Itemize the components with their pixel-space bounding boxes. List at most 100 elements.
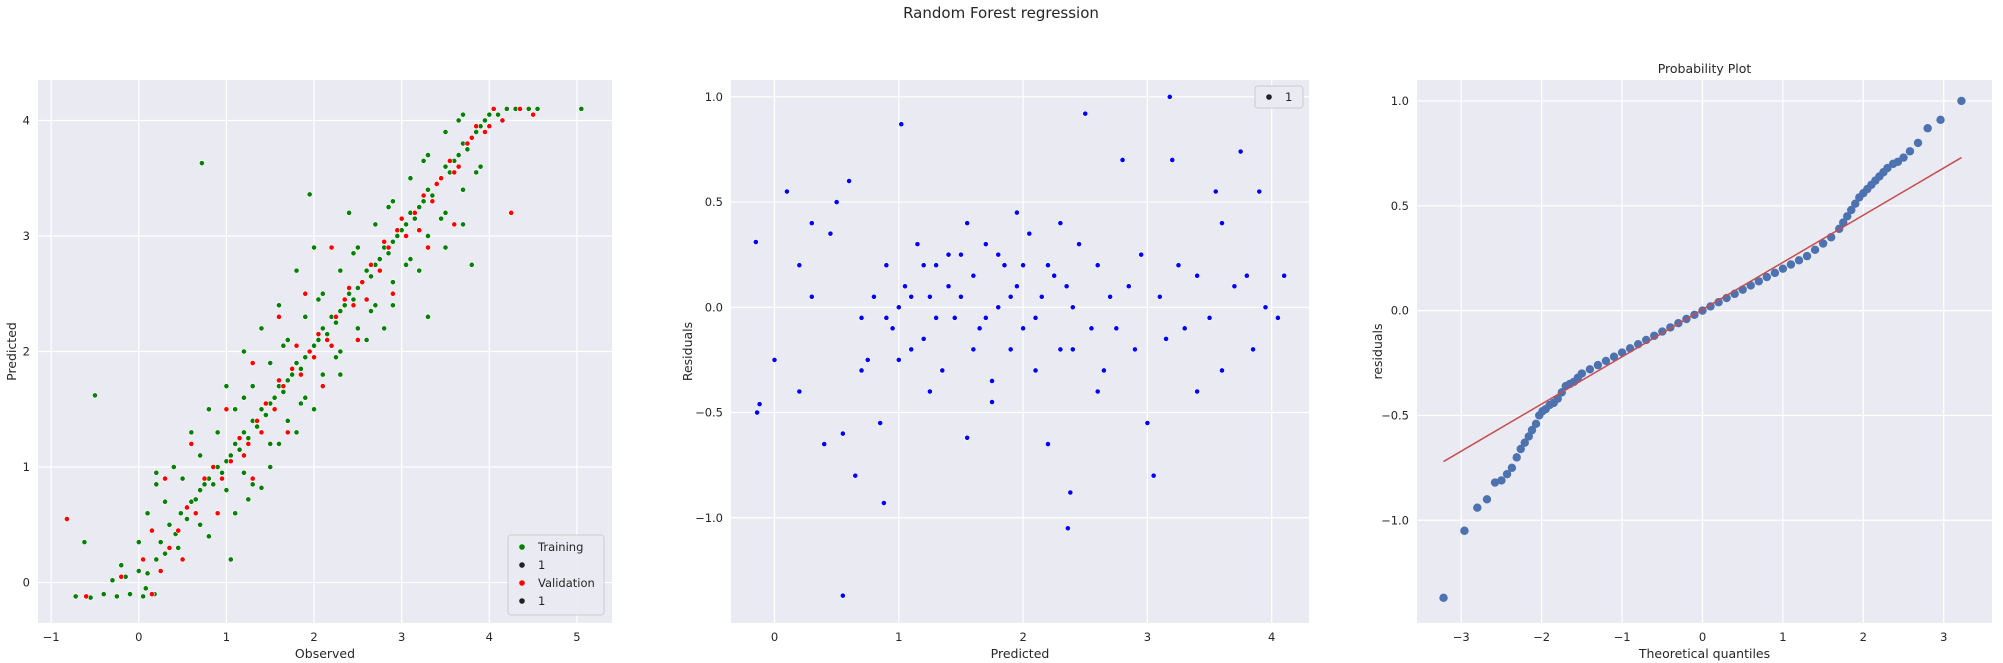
data-point xyxy=(1057,346,1064,353)
x-tick-label: 2 xyxy=(1860,630,1867,644)
data-point xyxy=(989,378,995,384)
data-point xyxy=(289,365,296,372)
data-point xyxy=(1082,110,1089,117)
data-point xyxy=(442,244,449,251)
data-point xyxy=(1754,277,1763,286)
data-point xyxy=(490,105,497,112)
x-tick-label: 3 xyxy=(398,630,405,644)
data-point xyxy=(1013,283,1020,290)
data-point xyxy=(192,496,199,503)
y-axis-label: residuals xyxy=(1370,323,1385,379)
data-point xyxy=(1001,262,1008,269)
x-tick-label: 1 xyxy=(223,630,230,644)
data-point xyxy=(271,394,278,401)
data-point xyxy=(486,123,493,130)
data-point xyxy=(197,521,204,528)
data-point xyxy=(1802,251,1812,261)
y-tick-label: 0.0 xyxy=(1391,304,1409,318)
data-point xyxy=(249,475,256,482)
data-point xyxy=(1839,218,1848,227)
data-point xyxy=(871,293,877,300)
data-point xyxy=(166,545,173,551)
data-point xyxy=(898,121,905,128)
data-point xyxy=(982,241,989,248)
data-point xyxy=(411,209,418,216)
data-point xyxy=(170,464,177,470)
data-point xyxy=(1212,188,1219,195)
data-point xyxy=(184,516,190,522)
data-point xyxy=(945,251,952,258)
data-point xyxy=(1237,148,1244,155)
data-point xyxy=(144,570,151,577)
data-point xyxy=(1281,272,1288,279)
data-point xyxy=(976,325,983,332)
data-point xyxy=(118,573,125,580)
data-point xyxy=(354,244,361,251)
data-point xyxy=(534,105,541,112)
data-point xyxy=(157,568,164,574)
data-point xyxy=(958,251,964,258)
data-point xyxy=(324,337,331,343)
data-point xyxy=(1038,293,1045,300)
data-point xyxy=(144,510,151,517)
data-point xyxy=(223,406,230,413)
data-point xyxy=(1502,469,1512,479)
x-tick-label: 4 xyxy=(1268,630,1275,644)
x-tick-label: 0 xyxy=(771,630,778,644)
data-point xyxy=(1094,262,1101,269)
x-axis-label: Predicted xyxy=(991,646,1050,661)
y-axis-label: Predicted xyxy=(4,322,19,381)
data-point xyxy=(877,420,884,426)
legend-marker xyxy=(1266,94,1272,100)
data-point xyxy=(1119,157,1126,163)
data-point xyxy=(184,504,190,511)
data-point xyxy=(446,157,453,164)
legend-marker xyxy=(519,598,525,604)
data-point xyxy=(219,469,225,476)
legend: Training 1 Validation 1 xyxy=(507,534,605,616)
data-point xyxy=(1601,356,1611,366)
data-point xyxy=(280,383,287,390)
y-tick-label: 1.0 xyxy=(1391,94,1409,108)
data-point xyxy=(989,399,995,405)
legend-label: 1 xyxy=(538,558,545,572)
data-point xyxy=(482,129,488,135)
data-point xyxy=(970,272,977,279)
data-point xyxy=(219,475,225,482)
data-point xyxy=(385,244,392,251)
data-point xyxy=(1843,212,1852,221)
data-point xyxy=(1007,293,1014,300)
data-point xyxy=(858,314,865,321)
data-point xyxy=(315,337,322,343)
y-tick-label: 3 xyxy=(23,229,30,243)
data-point xyxy=(477,163,484,170)
data-point xyxy=(425,244,431,251)
data-point xyxy=(425,152,431,158)
data-point xyxy=(902,283,908,290)
data-point xyxy=(394,233,401,239)
data-point xyxy=(1020,325,1027,332)
data-point xyxy=(363,337,370,343)
x-tick-label: 0 xyxy=(135,630,142,644)
data-point xyxy=(1516,444,1525,454)
data-point xyxy=(166,521,173,528)
data-point xyxy=(153,481,160,488)
data-point xyxy=(1913,138,1923,148)
legend-marker xyxy=(519,544,525,550)
data-point xyxy=(1818,239,1828,248)
data-point xyxy=(1617,348,1627,357)
data-point xyxy=(964,434,971,441)
data-point xyxy=(1219,367,1225,374)
data-point xyxy=(267,360,274,366)
data-point xyxy=(438,215,445,222)
x-tick-label: −1 xyxy=(43,630,60,644)
data-point xyxy=(341,302,348,309)
x-tick-label: −2 xyxy=(1533,630,1550,644)
data-point xyxy=(175,527,182,534)
x-axis-label: Observed xyxy=(295,646,355,661)
data-point xyxy=(293,342,300,349)
data-point xyxy=(385,250,392,257)
data-point xyxy=(425,313,431,320)
data-point xyxy=(188,441,195,447)
data-point xyxy=(298,365,304,372)
